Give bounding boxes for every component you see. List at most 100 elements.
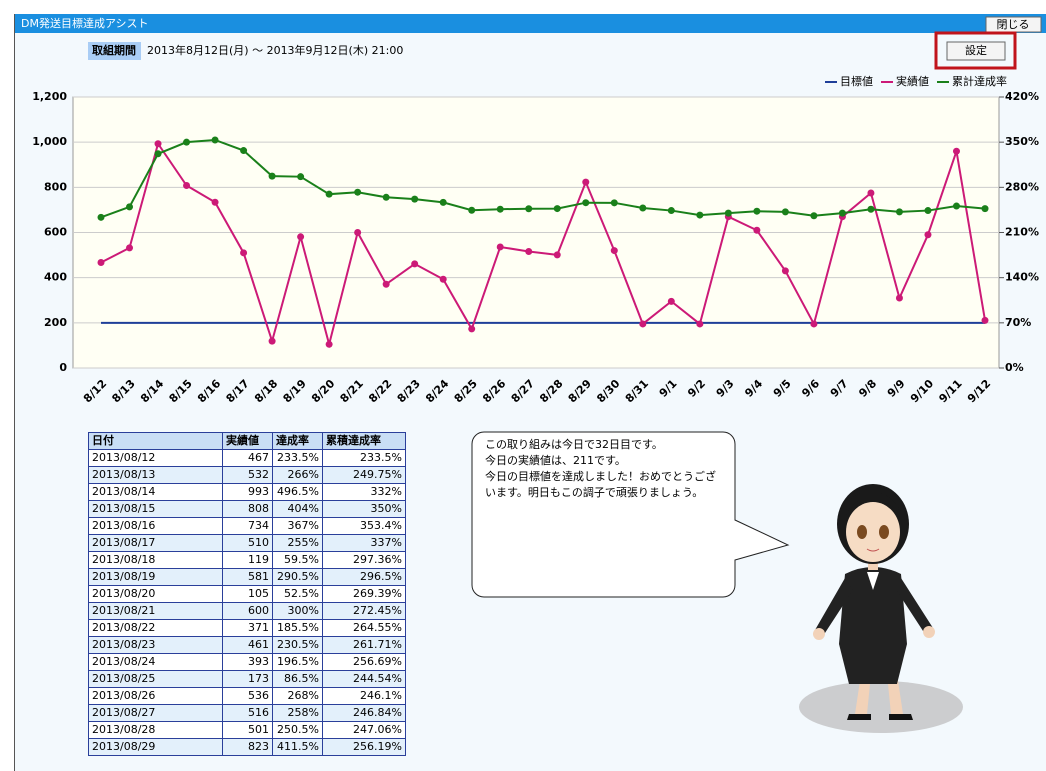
data-point (554, 205, 561, 212)
table-cell: 86.5% (273, 671, 323, 688)
data-point (924, 231, 931, 238)
data-point (468, 325, 475, 332)
table-row: 2013/08/2010552.5%269.39% (89, 586, 406, 603)
table-row: 2013/08/23461230.5%261.71% (89, 637, 406, 654)
data-point (582, 199, 589, 206)
data-point (668, 207, 675, 214)
data-point (525, 248, 532, 255)
x-tick-label: 8/15 (167, 377, 195, 405)
data-point (639, 204, 646, 211)
data-point (440, 199, 447, 206)
table-cell: 532 (223, 467, 273, 484)
y2-tick-label: 350% (1005, 135, 1039, 148)
legend-label: 目標値 (840, 74, 873, 88)
table-cell: 600 (223, 603, 273, 620)
data-point (839, 210, 846, 217)
data-point (269, 338, 276, 345)
y-tick-label: 1,000 (32, 135, 67, 148)
title-bar (15, 14, 1046, 33)
x-tick-label: 9/10 (908, 377, 937, 406)
data-point (126, 244, 133, 251)
table-cell: 393 (223, 654, 273, 671)
data-point (525, 205, 532, 212)
table-cell: 196.5% (273, 654, 323, 671)
data-point (810, 212, 817, 219)
close-button-label[interactable]: 閉じる (997, 18, 1030, 31)
x-tick-label: 9/6 (799, 377, 822, 400)
table-cell: 266% (273, 467, 323, 484)
period-label: 取組期間 (92, 43, 136, 57)
x-tick-label: 8/31 (623, 377, 651, 405)
column-header: 累積達成率 (323, 433, 406, 450)
data-point (982, 317, 989, 324)
message-line: この取り組みは今日で32日目です。 (485, 437, 663, 451)
table-row: 2013/08/24393196.5%256.69% (89, 654, 406, 671)
column-header: 達成率 (273, 433, 323, 450)
table-header-row: 日付実績値達成率累積達成率 (89, 433, 406, 450)
data-point (611, 199, 618, 206)
table-cell: 2013/08/28 (89, 722, 223, 739)
table-cell: 337% (323, 535, 406, 552)
x-tick-label: 8/30 (594, 377, 623, 406)
x-tick-label: 9/9 (885, 377, 908, 400)
table-cell: 501 (223, 722, 273, 739)
table-cell: 823 (223, 739, 273, 756)
table-cell: 247.06% (323, 722, 406, 739)
data-point (867, 206, 874, 213)
table-cell: 2013/08/23 (89, 637, 223, 654)
data-point (896, 208, 903, 215)
table-cell: 255% (273, 535, 323, 552)
x-tick-label: 8/18 (252, 377, 280, 405)
data-point (383, 194, 390, 201)
table-cell: 185.5% (273, 620, 323, 637)
window-title: DM発送目標達成アシスト (21, 16, 149, 30)
message-line: 今日の目標値を達成しました！おめでとうござ (485, 469, 716, 483)
data-point (411, 260, 418, 267)
x-tick-label: 8/14 (138, 377, 167, 406)
table-row: 2013/08/22371185.5%264.55% (89, 620, 406, 637)
table-cell: 297.36% (323, 552, 406, 569)
y-tick-label: 800 (44, 180, 67, 193)
table-cell: 411.5% (273, 739, 323, 756)
table-cell: 350% (323, 501, 406, 518)
x-tick-label: 8/17 (224, 377, 252, 405)
data-point (782, 208, 789, 215)
y2-tick-label: 420% (1005, 90, 1039, 103)
y-tick-label: 400 (44, 271, 67, 284)
table-cell: 296.5% (323, 569, 406, 586)
table-cell: 496.5% (273, 484, 323, 501)
data-point (240, 249, 247, 256)
table-cell: 173 (223, 671, 273, 688)
table-row: 2013/08/14993496.5%332% (89, 484, 406, 501)
data-point (269, 173, 276, 180)
table-cell: 2013/08/29 (89, 739, 223, 756)
table-cell: 233.5% (273, 450, 323, 467)
data-point (953, 203, 960, 210)
x-tick-label: 8/20 (309, 377, 338, 406)
table-cell: 2013/08/13 (89, 467, 223, 484)
y-tick-label: 0 (59, 361, 67, 374)
x-tick-label: 8/25 (452, 377, 480, 405)
y-tick-label: 200 (44, 316, 67, 329)
data-point (297, 173, 304, 180)
settings-button-label[interactable]: 設定 (965, 43, 987, 57)
character (799, 484, 963, 733)
x-tick-label: 9/1 (657, 377, 680, 400)
table-cell: 2013/08/25 (89, 671, 223, 688)
table-cell: 246.84% (323, 705, 406, 722)
window: DM発送目標達成アシスト 閉じる 取組期間 2013年8月12日(月) ～ 20… (14, 14, 1046, 771)
table-cell: 2013/08/21 (89, 603, 223, 620)
data-point (782, 267, 789, 274)
table-row: 2013/08/15808404%350% (89, 501, 406, 518)
table-cell: 2013/08/27 (89, 705, 223, 722)
data-point (326, 191, 333, 198)
data-point (98, 214, 105, 221)
data-point (611, 247, 618, 254)
x-tick-label: 8/27 (509, 377, 537, 405)
